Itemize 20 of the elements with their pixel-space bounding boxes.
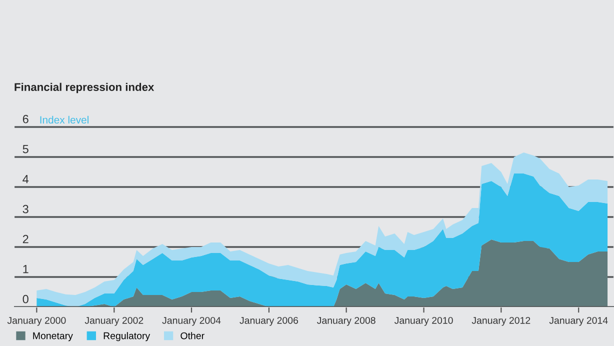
x-tick-label: January 2014 — [549, 316, 608, 326]
x-tick-label: January 2010 — [394, 316, 453, 326]
y-tick-label: 4 — [22, 175, 29, 184]
annotation: Index level — [40, 116, 88, 124]
legend-label: Regulatory — [104, 332, 150, 342]
x-tick-label: January 2006 — [240, 316, 298, 326]
x-tick-label: January 2008 — [317, 316, 376, 326]
x-tick-label: January 2004 — [162, 316, 221, 326]
chart-title: Financial repression index — [14, 82, 154, 94]
y-tick-label: 0 — [22, 294, 28, 304]
x-tick-label: January 2002 — [84, 316, 144, 326]
y-tick-label: 2 — [22, 234, 28, 244]
y-tick-label: 6 — [22, 114, 28, 124]
legend-label: Monetary — [33, 332, 73, 342]
x-tick-label: January 2000 — [7, 316, 66, 326]
x-tick-label: January 2012 — [472, 316, 530, 326]
legend-label: Other — [180, 332, 204, 340]
y-tick-label: 5 — [22, 145, 28, 154]
y-tick-label: 3 — [22, 204, 28, 214]
y-tick-label: 1 — [23, 265, 28, 274]
